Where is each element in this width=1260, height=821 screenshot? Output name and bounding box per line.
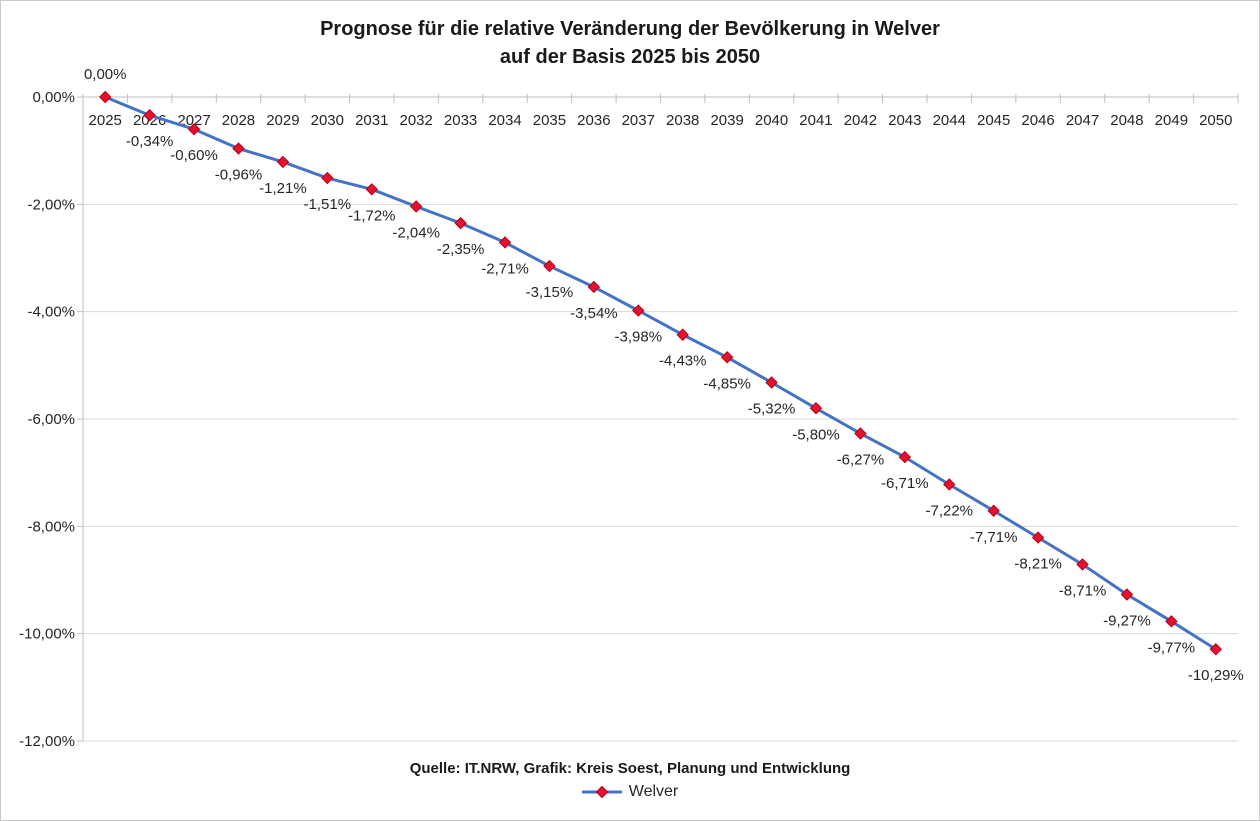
data-label: -6,27% [837, 451, 885, 468]
data-point-marker [809, 402, 823, 415]
data-point-marker [720, 351, 734, 364]
x-tick-label: 2038 [666, 112, 699, 129]
y-tick-label: -4,00% [27, 304, 75, 321]
data-label: -7,22% [925, 502, 973, 519]
data-label: -1,51% [304, 196, 352, 213]
data-label: -3,54% [570, 305, 618, 322]
data-label: -2,71% [481, 260, 529, 277]
data-label: -3,98% [615, 329, 663, 346]
y-tick-label: -6,00% [27, 411, 75, 428]
x-tick-label: 2034 [488, 112, 521, 129]
source-caption: Quelle: IT.NRW, Grafik: Kreis Soest, Pla… [409, 760, 851, 777]
data-point-marker [1209, 643, 1222, 656]
x-tick-label: 2049 [1155, 112, 1188, 129]
data-point-marker [587, 280, 601, 294]
data-point-marker [1120, 588, 1134, 601]
data-point-marker [1165, 615, 1178, 628]
y-tick-label: -10,00% [19, 626, 75, 643]
data-point-marker [409, 200, 423, 213]
data-label: -10,29% [1188, 667, 1244, 684]
y-tick-label: -8,00% [27, 518, 75, 535]
x-tick-label: 2040 [755, 112, 788, 129]
data-label: -8,21% [1014, 556, 1062, 573]
data-point-marker [765, 376, 778, 389]
data-point-marker [987, 504, 1000, 517]
x-tick-label: 2046 [1021, 112, 1054, 129]
y-tick-label: -12,00% [19, 733, 75, 750]
x-tick-label: 2041 [799, 112, 832, 129]
chart-title: Prognose für die relative Veränderung de… [1, 15, 1259, 71]
x-tick-label: 2048 [1110, 112, 1143, 129]
data-label: -2,35% [437, 241, 485, 258]
data-point-marker [321, 171, 334, 185]
data-label: -4,43% [659, 353, 707, 370]
x-tick-label: 2035 [533, 112, 566, 129]
x-tick-label: 2047 [1066, 112, 1099, 129]
data-point-marker [543, 259, 556, 273]
data-point-marker [232, 142, 245, 155]
data-label: -9,27% [1103, 612, 1151, 629]
x-tick-label: 2029 [266, 112, 299, 129]
data-point-marker [898, 450, 912, 464]
x-tick-label: 2027 [177, 112, 210, 129]
data-point-marker [454, 216, 467, 230]
data-point-marker [187, 122, 201, 136]
data-label: -3,15% [526, 284, 574, 301]
y-tick-label: -2,00% [27, 196, 75, 213]
x-tick-label: 2030 [311, 112, 344, 129]
x-tick-label: 2032 [399, 112, 432, 129]
legend-series-marker-icon [581, 786, 622, 798]
data-point-marker [365, 183, 378, 196]
x-tick-label: 2044 [933, 112, 966, 129]
data-label: -1,21% [259, 180, 307, 197]
chart-plot-area: 0,00% -2,00% -4,00% -6,00% -8,00% -10,00% -12,… [19, 66, 1244, 750]
series-line [103, 95, 1218, 651]
data-label: -7,71% [970, 529, 1018, 546]
x-tick-label: 2043 [888, 112, 921, 129]
data-point-marker [943, 478, 956, 491]
x-tick-label: 2036 [577, 112, 610, 129]
x-tick-label: 2037 [622, 112, 655, 129]
x-tick-label: 2028 [222, 112, 255, 129]
data-label: -0,34% [126, 133, 174, 150]
data-label: -2,04% [392, 224, 440, 241]
data-label: -0,96% [215, 167, 263, 184]
data-label: -4,85% [703, 375, 751, 392]
data-point-marker [632, 304, 645, 317]
chart-title-line2: auf der Basis 2025 bis 2050 [499, 46, 761, 68]
chart-title-line1: Prognose für die relative Veränderung de… [320, 18, 940, 40]
x-tick-label: 2031 [355, 112, 388, 129]
data-label: -5,80% [792, 426, 840, 443]
x-tick-label: 2039 [710, 112, 743, 129]
x-tick-label: 2042 [844, 112, 877, 129]
data-label: -5,32% [748, 401, 796, 418]
data-point-marker [1031, 531, 1045, 544]
x-tick-label: 2050 [1199, 112, 1232, 129]
data-label: 0,00% [84, 66, 127, 83]
data-point-marker [99, 90, 112, 104]
x-tick-label: 2025 [89, 112, 122, 129]
x-tick-label: 2033 [444, 112, 477, 129]
data-point-marker [143, 109, 156, 122]
data-label: -9,77% [1148, 639, 1196, 656]
data-label: -6,71% [881, 475, 929, 492]
data-label: -8,71% [1059, 582, 1107, 599]
data-label: -1,72% [348, 207, 396, 224]
data-point-marker [1076, 558, 1089, 571]
legend-series-label: Welver [628, 783, 679, 800]
x-tick-label: 2045 [977, 112, 1010, 129]
legend: Welver [1, 783, 1259, 801]
data-point-marker [276, 155, 290, 169]
data-point-marker [854, 427, 867, 440]
data-point-marker [498, 236, 512, 249]
y-tick-label: 0,00% [32, 89, 75, 106]
data-label: -0,60% [170, 147, 218, 164]
data-point-marker [676, 328, 689, 341]
